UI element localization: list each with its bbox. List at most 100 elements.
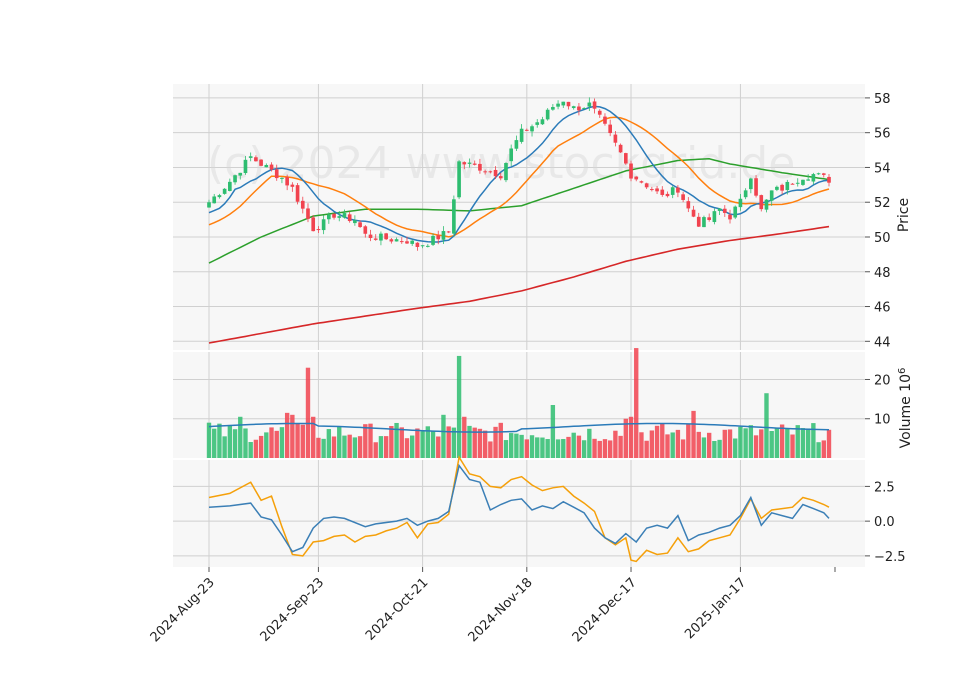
volume-bar [389,426,394,458]
candle-body [613,134,618,143]
x-tick-label: 2024-Dec-17 [570,575,640,645]
volume-bar [436,436,441,458]
volume-bar [743,428,748,458]
volume-bar [649,430,655,458]
volume-bar [482,430,488,458]
candle-body [644,183,649,188]
candle-body [597,110,602,115]
candle-body [446,231,451,233]
candle-body [524,129,529,131]
candle-body [399,241,404,243]
volume-bar [774,427,780,458]
volume-bar [227,424,233,458]
x-tick-label: 2024-Aug-23 [148,575,218,645]
volume-bar [488,441,493,458]
candle-body [827,176,831,183]
volume-bar [540,437,545,458]
volume-bar [253,439,259,458]
volume-bar [404,438,410,458]
candle-body [676,187,680,193]
candle-body [514,140,519,149]
volume-bar [826,429,832,458]
volume-bar [712,440,717,458]
volume-bar [581,440,587,458]
candle-body [566,101,571,107]
candle-body [743,190,748,198]
candle-body [436,235,441,240]
indicator-tick-label: 2.5 [874,480,895,495]
candle-body [769,190,774,201]
candle-body [467,162,472,164]
volume-bar [394,422,399,458]
price-tick-label: 48 [874,266,891,281]
price-tick-label: 54 [874,161,891,176]
candle-body [545,109,550,120]
volume-bar [441,414,446,458]
chart-panels [173,84,865,567]
candle-body [577,106,581,111]
candle-body [217,195,222,198]
candle-body [780,184,784,191]
candle-body [571,106,576,109]
volume-bar [722,429,727,458]
candle-body [285,177,289,186]
volume-bar [753,435,759,458]
price-tick-label: 52 [874,196,891,211]
candle-body [332,213,336,218]
candle-body [394,239,399,242]
volume-bar [680,439,686,458]
candle-body [785,181,790,191]
candle-body [472,163,477,165]
chart-marks [206,97,832,563]
candle-body [337,216,342,218]
volume-bar [670,432,675,458]
candle-body [441,231,446,240]
candle-body [248,156,253,158]
volume-bar [217,423,222,458]
candle-body [462,162,467,165]
candle-body [233,175,237,183]
indicator-tick-label: −2.5 [874,550,906,565]
volume-ma-line [208,422,830,433]
indicator-tick-label: 0.0 [874,515,895,530]
candle-body [696,216,701,227]
candle-body [259,159,263,166]
price-tick-label: 56 [874,127,891,142]
candle-body [691,209,696,217]
indicator-line-1 [208,463,830,553]
candle-body [306,208,310,219]
price-tick-label: 58 [874,92,891,107]
candle-body [228,181,232,191]
candle-body [290,184,295,187]
volume-bar [316,437,321,458]
candle-body [551,107,555,110]
candle-body [749,178,753,190]
candle-body [728,214,732,220]
volume-bar [290,414,295,458]
candle-body [415,242,420,247]
candle-body [269,164,274,170]
candle-body [634,176,639,180]
candle-body [733,206,738,218]
candle-body [775,186,779,190]
volume-bar [352,437,358,458]
volume-bar [410,435,415,458]
volume-bar [613,430,618,458]
volume-bar [571,432,576,458]
candle-body [410,240,415,244]
volume-bar [295,423,300,458]
candle-body [327,214,331,220]
volume-bar [264,432,269,458]
volume-bar [514,433,519,458]
candle-body [452,199,456,234]
volume-bar [503,440,509,458]
volume-bar [691,410,696,458]
volume-bar [425,426,431,458]
volume-bar [311,416,316,458]
volume-bar [420,431,425,458]
ma-long-line [208,158,830,264]
volume-bar [545,439,550,458]
volume-bar [623,418,628,458]
volume-bar [206,422,212,458]
volume-bar [357,436,363,458]
